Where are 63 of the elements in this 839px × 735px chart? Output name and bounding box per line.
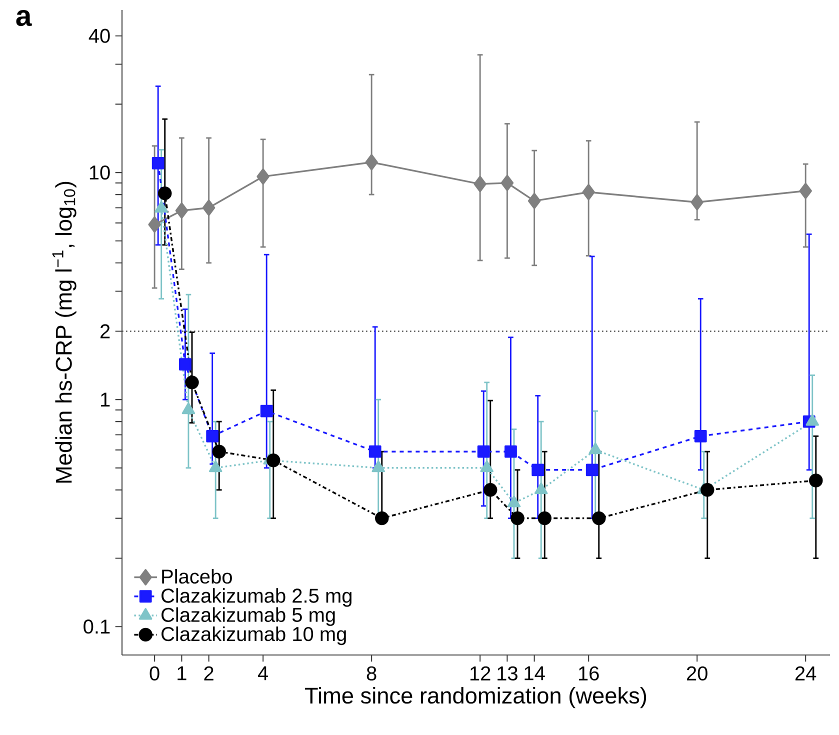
point bbox=[148, 216, 161, 233]
point bbox=[500, 174, 514, 192]
point bbox=[694, 430, 707, 442]
x-tick-label: 20 bbox=[686, 666, 708, 681]
legend-label: Clazakizumab 2.5 mg bbox=[162, 588, 352, 607]
point bbox=[809, 474, 823, 488]
point bbox=[806, 414, 820, 426]
point bbox=[532, 464, 544, 476]
point bbox=[179, 358, 192, 371]
point bbox=[588, 442, 602, 454]
point bbox=[206, 430, 219, 442]
x-tick-label: 14 bbox=[524, 666, 545, 680]
point bbox=[368, 445, 382, 458]
point bbox=[260, 404, 273, 418]
point bbox=[212, 444, 226, 458]
point bbox=[586, 464, 598, 476]
point bbox=[477, 445, 490, 458]
point bbox=[202, 200, 216, 216]
point bbox=[592, 511, 606, 526]
x-axis-title: Time since randomization (weeks) bbox=[304, 687, 646, 708]
point bbox=[799, 182, 812, 200]
legend-label: Placebo bbox=[162, 568, 232, 584]
x-tick-label: 8 bbox=[366, 666, 376, 681]
x-tick-label: 13 bbox=[498, 666, 518, 681]
point bbox=[690, 194, 704, 210]
point bbox=[365, 154, 378, 170]
point bbox=[480, 460, 494, 472]
point bbox=[375, 511, 389, 526]
point bbox=[256, 168, 270, 185]
point bbox=[474, 176, 486, 192]
y-tick-label: 40 bbox=[88, 28, 110, 43]
point bbox=[534, 482, 548, 494]
point bbox=[510, 511, 524, 526]
point bbox=[266, 453, 280, 468]
point bbox=[484, 483, 498, 497]
legend-label: Clazakizumab 5 mg bbox=[162, 607, 335, 626]
point bbox=[182, 402, 196, 414]
point bbox=[538, 511, 552, 526]
y-tick-label: 0.1 bbox=[84, 620, 110, 634]
point bbox=[528, 192, 541, 210]
y-axis-title: Median hs-CRP (mg l$^{−1}$, log$_{10}$) bbox=[52, 182, 76, 483]
x-tick-label: 12 bbox=[470, 666, 490, 680]
point bbox=[372, 460, 385, 472]
y-tick-label: 2 bbox=[100, 324, 110, 338]
x-tick-label: 24 bbox=[795, 666, 816, 680]
y-tick-label: 1 bbox=[101, 392, 110, 406]
x-tick-label: 2 bbox=[204, 666, 214, 680]
point bbox=[582, 184, 595, 200]
x-tick-label: 16 bbox=[578, 666, 599, 681]
point bbox=[208, 460, 222, 472]
point bbox=[175, 202, 188, 219]
legend-label: Clazakizumab 10 mg bbox=[162, 626, 346, 646]
x-tick-label: 1 bbox=[178, 666, 186, 680]
point bbox=[158, 186, 172, 200]
y-tick-label: 10 bbox=[90, 165, 110, 180]
x-tick-label: 0 bbox=[150, 666, 160, 681]
point bbox=[507, 496, 521, 508]
point bbox=[504, 445, 517, 458]
point bbox=[152, 156, 164, 170]
point bbox=[185, 376, 199, 390]
chart-title: a bbox=[16, 10, 32, 26]
point bbox=[700, 483, 714, 497]
x-tick-label: 4 bbox=[258, 666, 268, 680]
